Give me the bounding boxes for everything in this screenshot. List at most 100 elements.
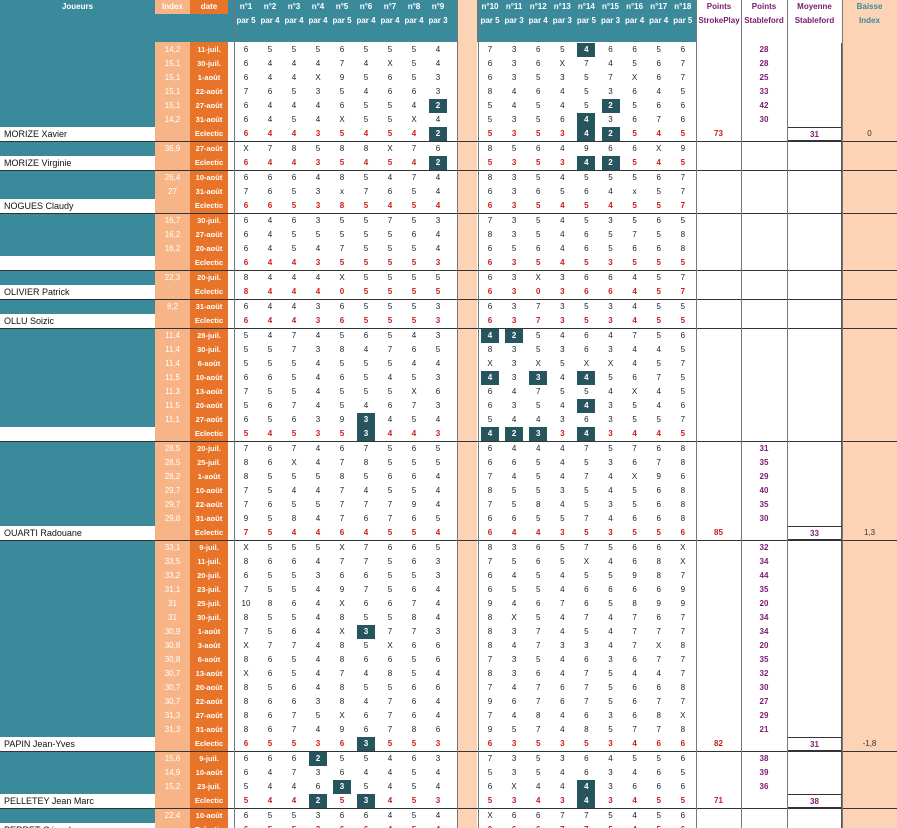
score-hole-7: 5 bbox=[387, 571, 393, 580]
score-hole-1: 6 bbox=[243, 230, 249, 239]
score-hole-11: 3 bbox=[511, 173, 517, 182]
score-hole-13: 3 bbox=[560, 429, 565, 438]
row-date: 20-août bbox=[195, 244, 223, 253]
score-hole-18: 7 bbox=[680, 173, 686, 182]
score-hole-8: X bbox=[411, 115, 417, 124]
score-hole-10: 6 bbox=[487, 514, 493, 523]
score-hole-7: 5 bbox=[387, 230, 393, 239]
points-block bbox=[696, 171, 842, 213]
score-hole-7: 4 bbox=[387, 415, 393, 424]
score-hole-18: 7 bbox=[680, 627, 686, 636]
score-hole-5: 8 bbox=[339, 683, 345, 692]
score-hole-4: 4 bbox=[315, 683, 321, 692]
score-hole-12: 5 bbox=[535, 201, 541, 210]
score-hole-14: 4 bbox=[577, 113, 596, 127]
score-hole-10: 0 bbox=[478, 823, 502, 828]
score-hole-17: 6 bbox=[656, 244, 661, 253]
strokeplay-total: 82 bbox=[714, 739, 723, 748]
row-index: 11,3 bbox=[165, 387, 180, 396]
row-date: 11-juil. bbox=[197, 557, 221, 566]
header-hole-3: n°3 bbox=[287, 2, 301, 11]
score-hole-17: 6 bbox=[656, 486, 661, 495]
score-hole-10: 8 bbox=[487, 486, 493, 495]
score-hole-17: 5 bbox=[656, 754, 661, 763]
score-hole-7: 5 bbox=[387, 486, 393, 495]
score-hole-6: 5 bbox=[363, 782, 369, 791]
score-hole-3: 7 bbox=[291, 401, 297, 410]
score-hole-7: 6 bbox=[387, 472, 393, 481]
score-hole-6: 5 bbox=[363, 73, 369, 82]
score-hole-4: 4 bbox=[315, 115, 321, 124]
row-date: 10-août bbox=[195, 373, 223, 382]
score-hole-1: 6 bbox=[243, 415, 249, 424]
score-hole-10: 7 bbox=[487, 711, 493, 720]
score-hole-2: 6 bbox=[267, 187, 273, 196]
score-hole-9: 4 bbox=[435, 201, 441, 210]
score-hole-9: 4 bbox=[435, 359, 441, 368]
row-index: 33,2 bbox=[164, 571, 181, 580]
score-hole-3: 7 bbox=[291, 711, 297, 720]
score-hole-4: 4 bbox=[315, 331, 321, 340]
score-hole-7: 5 bbox=[387, 444, 393, 453]
score-hole-6: 5 bbox=[363, 258, 369, 267]
score-hole-11: 4 bbox=[511, 683, 517, 692]
score-hole-2: 8 bbox=[267, 599, 273, 608]
score-hole-13: 4 bbox=[560, 230, 565, 239]
score-hole-3: 5 bbox=[291, 187, 297, 196]
stableford-points: 44 bbox=[759, 571, 769, 580]
stableford-points: 32 bbox=[759, 669, 769, 678]
score-hole-17: 4 bbox=[656, 158, 661, 167]
score-hole-2: 5 bbox=[267, 472, 273, 481]
score-hole-14: 7 bbox=[584, 59, 589, 68]
score-hole-11: 3 bbox=[511, 316, 517, 325]
score-hole-7: 5 bbox=[387, 302, 393, 311]
score-hole-10: 7 bbox=[487, 655, 493, 664]
score-hole-10: 6 bbox=[487, 302, 493, 311]
score-hole-17: 4 bbox=[656, 387, 661, 396]
score-hole-15: 3 bbox=[608, 316, 613, 325]
score-hole-12: X bbox=[535, 359, 541, 368]
stableford-points: 38 bbox=[759, 754, 769, 763]
score-hole-10: 7 bbox=[487, 557, 493, 566]
score-hole-16: 6 bbox=[632, 543, 637, 552]
score-hole-11: 5 bbox=[511, 500, 517, 509]
score-hole-2: 4 bbox=[267, 768, 273, 777]
score-hole-2: 4 bbox=[267, 302, 273, 311]
score-hole-9: 4 bbox=[435, 472, 441, 481]
score-hole-16: 5 bbox=[632, 500, 637, 509]
score-hole-9: 3 bbox=[435, 258, 441, 267]
score-hole-4: 4 bbox=[315, 401, 321, 410]
score-hole-6: 4 bbox=[363, 768, 369, 777]
header-par-6: par 4 bbox=[356, 16, 376, 25]
score-hole-15: 3 bbox=[608, 711, 613, 720]
score-hole-14: 5 bbox=[584, 258, 589, 267]
score-hole-9: 3 bbox=[435, 739, 441, 748]
score-hole-9: 4 bbox=[426, 823, 450, 828]
score-hole-5: 7 bbox=[339, 486, 345, 495]
score-hole-13: 3 bbox=[560, 73, 565, 82]
score-hole-8: 4 bbox=[411, 429, 417, 438]
grid-line-6 bbox=[842, 0, 843, 828]
score-hole-10: 7 bbox=[487, 216, 493, 225]
score-hole-17: 6 bbox=[656, 500, 661, 509]
row-index bbox=[155, 823, 190, 828]
header-index: Index bbox=[155, 0, 190, 14]
header-hole-14: n°14 bbox=[577, 2, 595, 11]
score-hole-4: 4 bbox=[315, 557, 321, 566]
score-hole-2: 4 bbox=[267, 316, 273, 325]
score-hole-3: 4 bbox=[291, 258, 297, 267]
score-hole-3: 4 bbox=[291, 129, 297, 138]
score-hole-15: 3 bbox=[608, 345, 613, 354]
score-hole-9: 5 bbox=[435, 514, 441, 523]
score-hole-2: 6 bbox=[267, 655, 273, 664]
score-hole-12: 4 bbox=[535, 528, 541, 537]
score-hole-14: 5 bbox=[584, 101, 589, 110]
score-hole-8: 6 bbox=[411, 230, 417, 239]
score-hole-14: 5 bbox=[584, 87, 589, 96]
score-hole-14: 6 bbox=[584, 244, 589, 253]
score-hole-12: 8 bbox=[535, 500, 541, 509]
score-hole-14: X bbox=[583, 557, 590, 566]
score-hole-1: 5 bbox=[243, 331, 249, 340]
score-hole-6: 5 bbox=[363, 273, 369, 282]
score-hole-17: 7 bbox=[656, 627, 661, 636]
